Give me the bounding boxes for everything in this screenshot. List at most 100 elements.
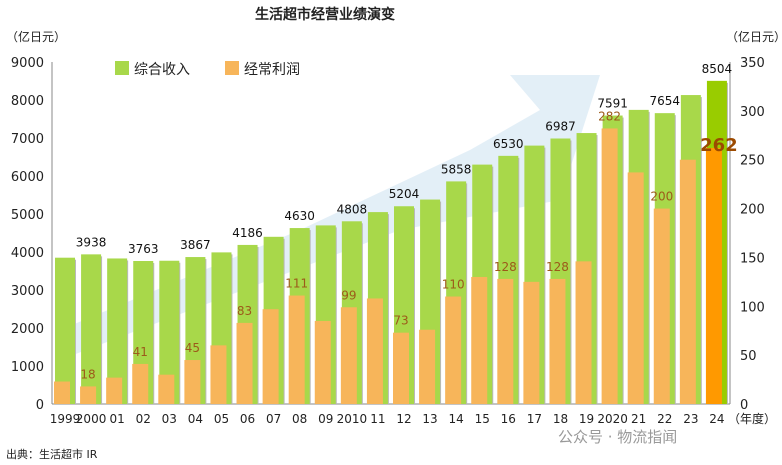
x-axis-label: （年度） — [728, 411, 776, 426]
profit-bar — [393, 332, 409, 404]
profit-data-label: 18 — [80, 367, 95, 381]
profit-data-label: 111 — [285, 277, 308, 291]
profit-bar — [132, 363, 149, 404]
x-tick-label: 16 — [501, 412, 516, 426]
profit-data-label: 128 — [494, 260, 517, 274]
right-tick-label: 150 — [740, 251, 765, 266]
revenue-data-label: 6987 — [545, 119, 576, 133]
revenue-data-label: 7591 — [597, 97, 628, 111]
source-note: 出典：生活超市 IR — [6, 448, 98, 461]
profit-bar — [471, 276, 488, 404]
x-tick-label: 19 — [579, 412, 594, 426]
profit-bar — [497, 278, 514, 404]
profit-bar — [549, 278, 566, 404]
right-axis-unit: （亿日元） — [726, 30, 782, 44]
profit-data-label: 110 — [442, 278, 465, 292]
profit-data-label: 128 — [546, 260, 569, 274]
x-tick-label: 12 — [396, 412, 411, 426]
x-tick-label: 05 — [214, 412, 229, 426]
left-tick-label: 2000 — [11, 322, 44, 337]
profit-bar — [705, 147, 722, 404]
legend-revenue-swatch — [115, 61, 129, 75]
revenue-bar — [55, 257, 75, 404]
x-tick-label: 02 — [136, 412, 151, 426]
x-tick-label: 04 — [188, 412, 203, 426]
left-tick-label: 8000 — [11, 94, 44, 109]
right-tick-label: 0 — [740, 398, 748, 413]
revenue-data-label: 3867 — [180, 238, 211, 252]
right-tick-label: 50 — [740, 349, 757, 364]
revenue-data-label: 3763 — [128, 242, 159, 256]
x-tick-label: 2000 — [76, 412, 107, 426]
profit-bar — [106, 377, 123, 404]
profit-bar — [288, 295, 305, 404]
revenue-data-label: 7654 — [649, 94, 680, 108]
legend-profit-label: 经常利润 — [244, 62, 300, 78]
right-tick-label: 350 — [740, 56, 765, 71]
revenue-data-label: 6530 — [493, 137, 524, 151]
left-tick-label: 7000 — [11, 132, 44, 147]
profit-bar — [679, 159, 696, 404]
revenue-data-label: 4630 — [284, 209, 315, 223]
watermark: 公众号 · 物流指闻 — [558, 428, 678, 446]
profit-data-label: 45 — [185, 341, 200, 355]
x-tick-label: 21 — [631, 412, 646, 426]
revenue-data-label: 8504 — [702, 62, 733, 76]
profit-bar — [575, 261, 592, 404]
left-tick-label: 3000 — [11, 284, 44, 299]
x-tick-label: 13 — [422, 412, 437, 426]
profit-data-label: 262 — [700, 135, 738, 156]
revenue-data-label: 5858 — [441, 162, 472, 176]
left-tick-label: 6000 — [11, 170, 44, 185]
profit-bar — [445, 296, 462, 404]
profit-bar — [262, 309, 279, 404]
revenue-data-label: 4808 — [337, 202, 368, 216]
profit-bar — [627, 172, 644, 404]
profit-bar — [653, 208, 670, 404]
x-tick-label: 01 — [110, 412, 125, 426]
x-tick-label: 18 — [553, 412, 568, 426]
x-tick-label: 09 — [318, 412, 333, 426]
profit-bar — [523, 281, 540, 404]
profit-bar — [366, 298, 383, 404]
left-tick-label: 0 — [36, 398, 44, 413]
x-tick-label: 03 — [162, 412, 177, 426]
right-tick-label: 200 — [740, 203, 765, 218]
revenue-data-label: 4186 — [232, 226, 263, 240]
x-tick-label: 07 — [266, 412, 281, 426]
right-tick-label: 300 — [740, 105, 765, 120]
profit-data-label: 282 — [598, 109, 621, 123]
left-tick-label: 5000 — [11, 208, 44, 223]
profit-bar — [210, 345, 227, 404]
revenue-data-label: 5204 — [389, 187, 420, 201]
revenue-bar — [159, 260, 180, 404]
x-tick-label: 15 — [475, 412, 490, 426]
profit-data-label: 99 — [341, 288, 356, 302]
x-tick-label: 06 — [240, 412, 255, 426]
chart-title: 生活超市经营业绩演变 — [255, 7, 395, 23]
left-tick-label: 9000 — [11, 56, 44, 71]
legend-profit-swatch — [225, 61, 239, 75]
profit-data-label: 41 — [133, 345, 148, 359]
profit-bar — [158, 374, 175, 404]
x-tick-label: 22 — [657, 412, 672, 426]
right-tick-label: 250 — [740, 154, 765, 169]
profit-data-label: 200 — [650, 190, 673, 204]
profit-bar — [340, 307, 357, 404]
x-tick-label: 1999 — [50, 412, 81, 426]
x-tick-label: 24 — [709, 412, 724, 426]
profit-data-label: 83 — [237, 304, 252, 318]
left-tick-label: 4000 — [11, 246, 44, 261]
profit-bar — [54, 381, 70, 404]
left-tick-label: 1000 — [11, 360, 44, 375]
profit-bar — [236, 322, 253, 404]
x-tick-label: 2010 — [337, 412, 368, 426]
profit-bar — [314, 320, 331, 404]
x-tick-label: 11 — [370, 412, 385, 426]
profit-bar — [184, 360, 201, 404]
x-tick-label: 14 — [449, 412, 464, 426]
profit-bar — [419, 329, 436, 404]
revenue-data-label: 3938 — [76, 235, 107, 249]
